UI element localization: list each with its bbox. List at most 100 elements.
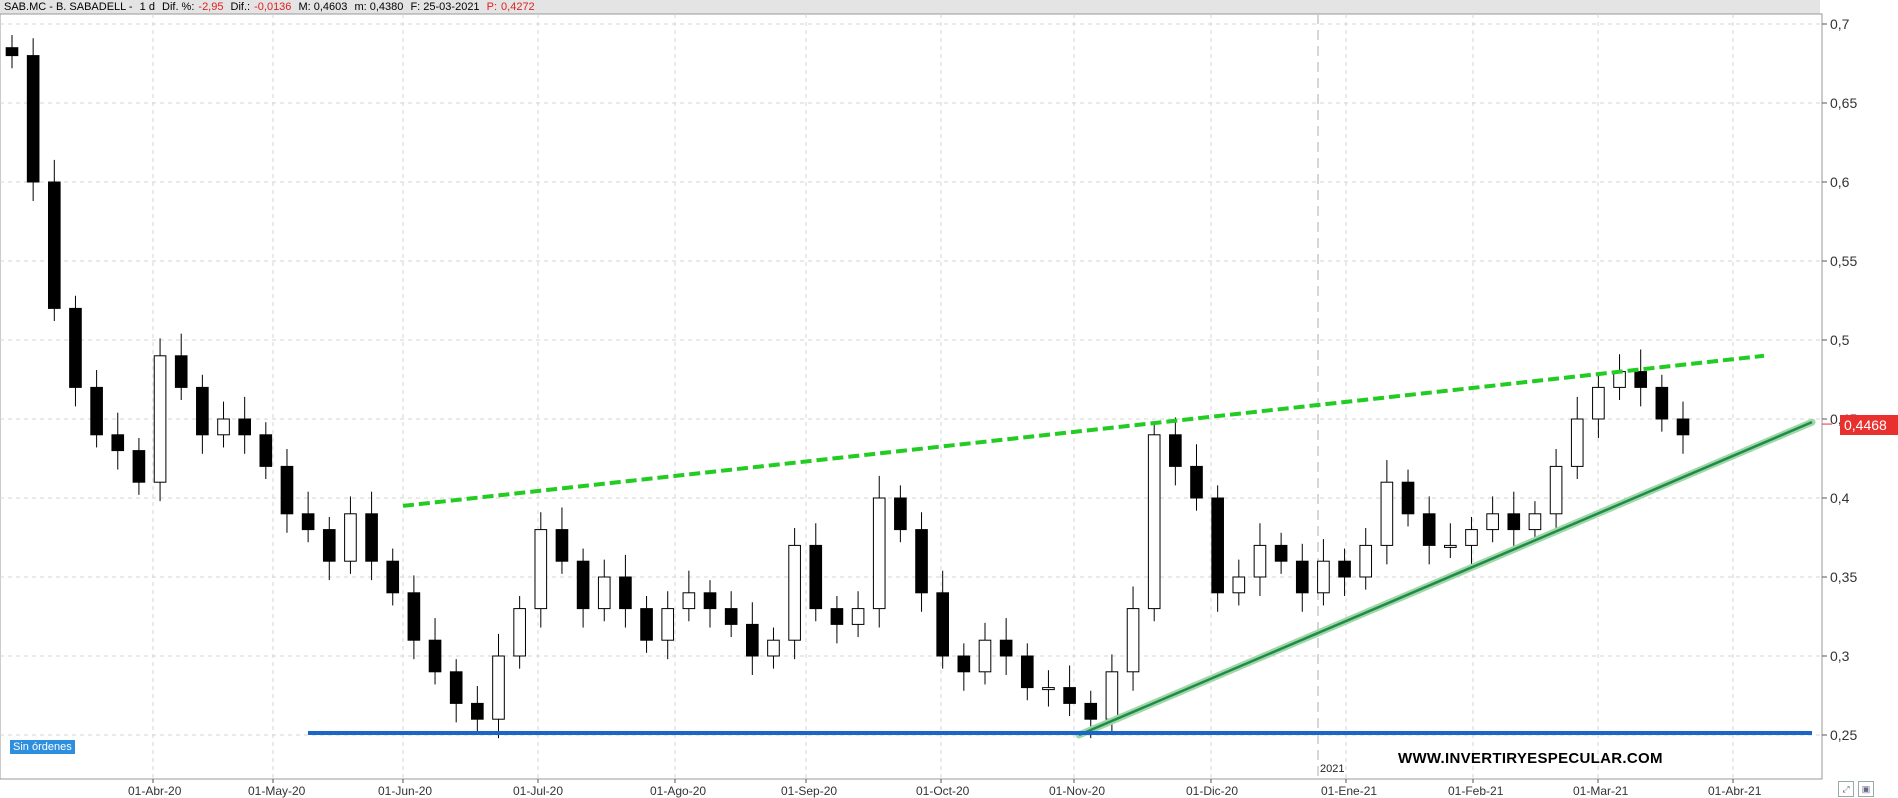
candle-body xyxy=(344,513,357,562)
candle-body xyxy=(1211,497,1224,594)
candle-body xyxy=(1549,465,1563,515)
candle-body xyxy=(47,181,61,309)
x-tick-label: 01-May-20 xyxy=(248,784,306,798)
candle-body xyxy=(1253,544,1267,578)
candle-body xyxy=(259,434,273,467)
candle-body xyxy=(703,592,717,610)
x-tick-label: 01-Ene-21 xyxy=(1321,784,1377,798)
candle-body xyxy=(69,307,82,388)
candle-body xyxy=(534,529,548,610)
y-tick-label: 0,7 xyxy=(1830,16,1850,32)
candle-body xyxy=(1486,513,1499,531)
candle-body xyxy=(1295,560,1309,594)
save-icon[interactable]: ▣ xyxy=(1858,781,1874,797)
candle-body xyxy=(809,544,823,610)
candle-body xyxy=(661,608,675,641)
orders-badge[interactable]: Sin órdenes xyxy=(10,740,75,754)
candle-body xyxy=(1063,687,1076,704)
symbol-label: SAB.MC - B. SABADELL - xyxy=(4,1,133,13)
trendline-support-rising xyxy=(1078,421,1813,737)
x-tick-label: 01-Nov-20 xyxy=(1049,784,1105,798)
candle-body xyxy=(957,655,971,673)
candle-body xyxy=(1147,434,1161,610)
candle-body xyxy=(428,639,442,673)
y-tick-label: 0,35 xyxy=(1830,569,1857,585)
y-tick-label: 0,55 xyxy=(1830,253,1857,269)
candle-body xyxy=(851,608,865,625)
candle-body xyxy=(301,513,315,531)
last-price-tag: 0,4468 xyxy=(1840,415,1898,435)
price-label: P: xyxy=(486,1,498,13)
candle-body xyxy=(1401,481,1415,515)
candle-body xyxy=(449,671,463,704)
candle-body xyxy=(682,592,696,610)
candle-body xyxy=(280,465,294,515)
candle-body xyxy=(597,576,611,610)
candle-body xyxy=(90,386,103,436)
candle-body xyxy=(1105,671,1119,720)
candle-body xyxy=(471,702,484,720)
candle-body xyxy=(1042,687,1055,691)
year-marker-label: 2021 xyxy=(1320,763,1345,775)
candle-body xyxy=(386,560,400,594)
candle-body xyxy=(1507,513,1521,531)
x-tick-label: 01-Jul-20 xyxy=(513,784,563,798)
candle-body xyxy=(1020,655,1034,689)
x-tick-label: 01-Mar-21 xyxy=(1573,784,1629,798)
dif-value: -0,0136 xyxy=(254,1,292,13)
candle-body xyxy=(936,592,950,657)
candle-body xyxy=(1676,418,1690,436)
candle-body xyxy=(132,450,146,483)
candle-body xyxy=(745,623,759,657)
candle-body xyxy=(724,608,738,625)
candle-body xyxy=(999,639,1013,657)
candle-body xyxy=(153,355,167,483)
max-label: M: 0,4603 xyxy=(298,1,348,13)
y-tick-label: 0,4 xyxy=(1830,490,1850,506)
x-tick-label: 01-Jun-20 xyxy=(378,784,432,798)
candle-body xyxy=(788,544,801,641)
candle-body xyxy=(1317,560,1330,594)
candle-body xyxy=(492,655,505,720)
candle-body xyxy=(915,529,928,594)
candle-body xyxy=(238,418,251,436)
plot-area xyxy=(0,13,1823,780)
candle-body xyxy=(196,386,209,436)
watermark-text: WWW.INVERTIRYESPECULAR.COM xyxy=(1398,750,1663,767)
candle-body xyxy=(767,639,780,657)
candle-body xyxy=(619,576,632,610)
x-tick-label: 01-Ago-20 xyxy=(650,784,706,798)
candle-body xyxy=(830,608,844,625)
candle-body xyxy=(1422,513,1436,546)
x-tick-label: 01-Sep-20 xyxy=(781,784,837,798)
candle-body xyxy=(1169,434,1182,467)
candle-body xyxy=(555,529,569,562)
expand-icon[interactable]: ⤢ xyxy=(1838,781,1854,797)
candle-body xyxy=(1338,560,1351,578)
candle-body xyxy=(1232,576,1246,594)
candle-body xyxy=(1634,371,1648,388)
candle-body xyxy=(111,434,125,452)
min-label: m: 0,4380 xyxy=(354,1,404,13)
quote-header: SAB.MC - B. SABADELL - 1 d Dif. %: -2,95 … xyxy=(0,0,1820,15)
candle-body xyxy=(5,47,19,57)
dif-pct-label: Dif. %: xyxy=(162,1,195,13)
candle-body xyxy=(1359,544,1373,578)
candle-body xyxy=(26,55,40,183)
date-label: F: 25-03-2021 xyxy=(410,1,480,13)
candle-body xyxy=(1528,513,1542,531)
candle-body xyxy=(894,497,907,531)
candle-body xyxy=(217,418,230,436)
candle-body xyxy=(407,592,421,641)
candle-body xyxy=(174,355,188,388)
candle-body xyxy=(1380,481,1394,546)
x-tick-label: 01-Feb-21 xyxy=(1448,784,1504,798)
dif-label: Dif.: xyxy=(230,1,251,13)
y-tick-label: 0,6 xyxy=(1830,174,1850,190)
candle-body xyxy=(1190,465,1203,499)
candle-body xyxy=(1126,608,1140,673)
y-tick-label: 0,3 xyxy=(1830,648,1850,664)
candle-body xyxy=(1084,702,1098,720)
x-tick-label: 01-Abr-21 xyxy=(1708,784,1762,798)
